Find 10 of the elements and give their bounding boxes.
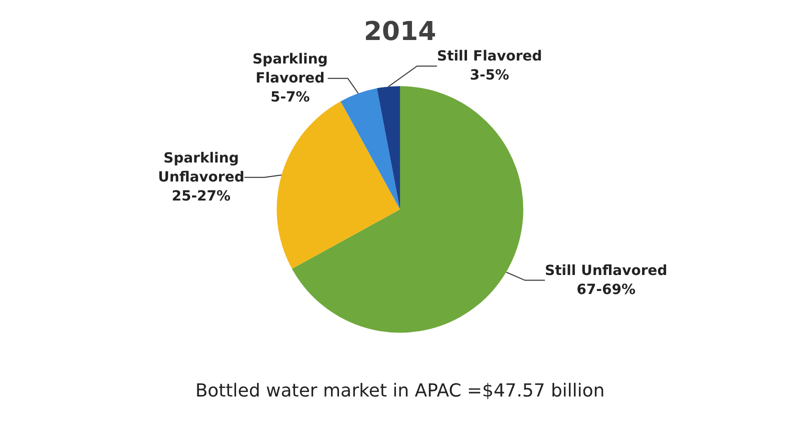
- data-label: 5-7%: [270, 89, 310, 106]
- text: Bottled water market in APAC =$47.57 billion: [195, 380, 605, 402]
- data-label: 67-69%: [576, 282, 636, 298]
- slice-label: Still Unflavored: [544, 262, 668, 279]
- slice-label: Sparkling Unflavored: [158, 150, 244, 186]
- chart-title: 2014: [364, 17, 436, 47]
- slice-label: Still Flavored: [436, 48, 542, 65]
- slice-label: Sparkling Flavored: [252, 51, 328, 86]
- data-label: 3-5%: [470, 68, 510, 84]
- data-label: 25-27%: [172, 188, 231, 204]
